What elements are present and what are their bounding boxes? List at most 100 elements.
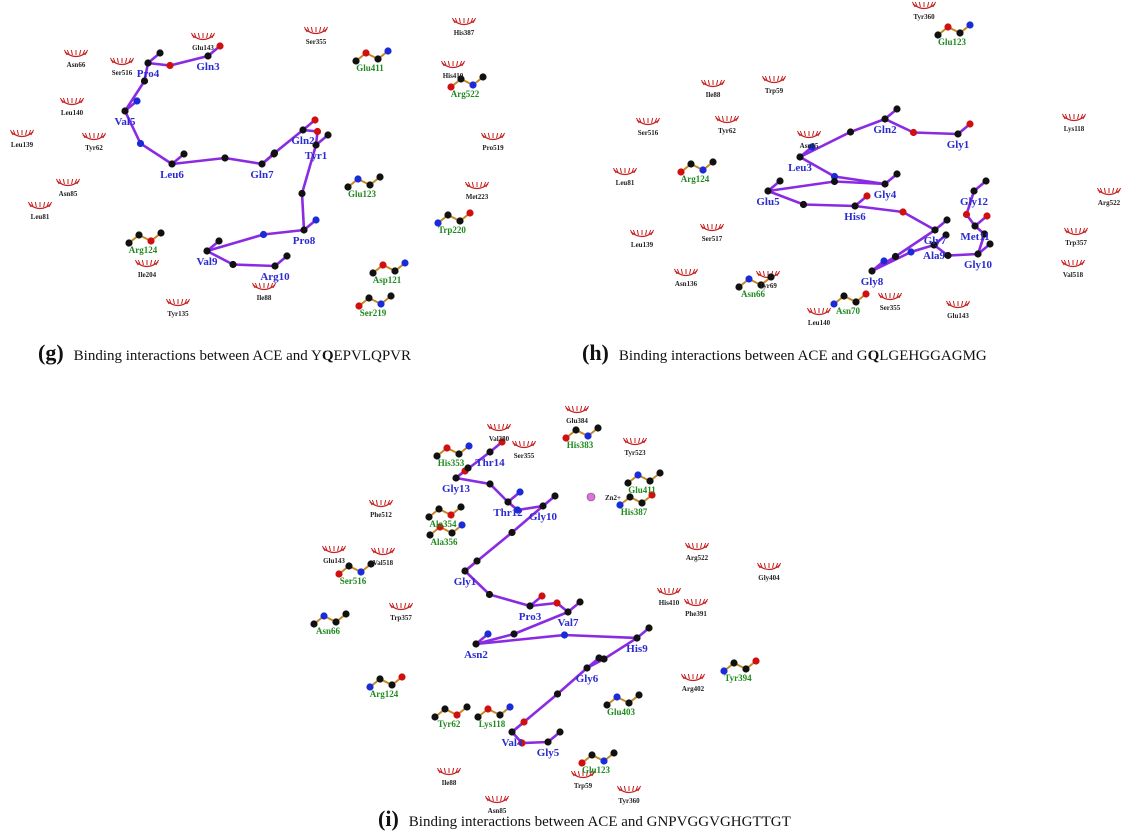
atom <box>538 592 545 599</box>
ligand-residue-label: Gly1 <box>454 576 477 588</box>
hydrophobic-residue-label: His410 <box>659 599 680 607</box>
interacting-residue-label: Asn66 <box>316 626 341 636</box>
hydrophobic-residue-label: Leu139 <box>631 241 654 249</box>
hydrophobic-residue-label: Ser517 <box>702 235 723 243</box>
atom <box>730 659 737 666</box>
panel-label: (i) <box>378 806 399 831</box>
atom <box>444 211 451 218</box>
hydrophobic-residue-label: Trp59 <box>765 87 784 95</box>
ligand-residue-label: Pro4 <box>137 68 160 80</box>
hydrophobic-residue-label: Ser516 <box>112 69 133 77</box>
residue-bond <box>478 707 510 717</box>
hydrophobic-spoke <box>1069 114 1070 119</box>
ligand-residue-label: Asn2 <box>464 649 488 661</box>
atom <box>852 298 859 305</box>
atom <box>473 557 480 564</box>
ligand-residue-label: Tyr1 <box>305 150 327 162</box>
atom <box>441 705 448 712</box>
atom <box>466 209 473 216</box>
ligand-residue-label: His6 <box>844 211 866 223</box>
hydrophobic-spoke <box>1113 188 1114 193</box>
interacting-residue-label: Arg124 <box>681 174 710 184</box>
hydrophobic-spoke <box>928 2 929 7</box>
atom <box>584 432 591 439</box>
atom <box>907 248 914 255</box>
atom <box>168 160 175 167</box>
ligand-residue-label: Gly6 <box>576 673 599 685</box>
atom <box>508 728 515 735</box>
hydrophobic-spoke <box>311 27 312 32</box>
atom <box>312 216 319 223</box>
hydrophobic-residue-label: Asn85 <box>800 142 819 150</box>
atom <box>453 711 460 718</box>
hydrophobic-spoke <box>722 116 723 121</box>
atom <box>486 480 493 487</box>
hydrophobic-residue-label: His410 <box>443 72 464 80</box>
ligand-residue-label: Gln3 <box>196 61 220 73</box>
atom <box>332 618 339 625</box>
atom <box>133 97 140 104</box>
atom <box>283 252 290 259</box>
hydrophobic-spoke <box>620 168 621 173</box>
caption-text: Binding interactions between ACE and GNP… <box>409 814 791 830</box>
atom <box>646 477 653 484</box>
atom <box>388 681 395 688</box>
hydrophobic-residue-label: Leu81 <box>616 179 635 187</box>
hydrophobic-spoke <box>488 133 489 138</box>
ligand-residue-label: Glu5 <box>756 196 780 208</box>
atom <box>594 424 601 431</box>
hydrophobic-spoke <box>673 588 674 593</box>
interacting-residue-label: His383 <box>567 440 594 450</box>
hydrophobic-spoke <box>259 283 260 288</box>
hydrophobic-spoke <box>578 771 579 776</box>
interacting-residue-label: Arg124 <box>370 689 399 699</box>
hydrophobic-spoke <box>701 543 702 548</box>
atom <box>137 140 144 147</box>
atom <box>551 492 558 499</box>
atom <box>345 562 352 569</box>
interacting-residue-label: Asp121 <box>373 275 402 285</box>
atom <box>464 464 471 471</box>
hydrophobic-residue-label: Arg402 <box>682 685 705 693</box>
hydrophobic-spoke <box>697 674 698 679</box>
atom <box>899 208 906 215</box>
ligand-bond <box>768 182 885 192</box>
atom <box>260 231 267 238</box>
atom <box>216 42 223 49</box>
hydrophobic-spoke <box>1077 260 1078 265</box>
hydrophobic-spoke <box>182 299 183 304</box>
atom <box>365 294 372 301</box>
hydrophobic-spoke <box>763 271 764 276</box>
hydrophobic-spoke <box>497 133 498 138</box>
atom <box>576 598 583 605</box>
hydrophobic-spoke <box>1068 260 1069 265</box>
hydrophobic-residue-label: Val518 <box>373 559 394 567</box>
ligand-residue-label: Gly10 <box>529 511 558 523</box>
hydrophobic-spoke <box>572 406 573 411</box>
hydrophobic-spoke <box>338 546 339 551</box>
atom <box>456 217 463 224</box>
atom <box>496 711 503 718</box>
interacting-residue-label: Ala354 <box>430 519 458 529</box>
atom <box>520 718 527 725</box>
residue-bond <box>566 428 598 438</box>
atom <box>610 749 617 756</box>
interacting-residue-label: Glu123 <box>582 765 611 775</box>
hydrophobic-spoke <box>151 260 152 265</box>
atom <box>314 128 321 135</box>
interacting-residue-label: Tyr62 <box>438 719 461 729</box>
atom <box>583 664 590 671</box>
hydrophobic-spoke <box>804 131 805 136</box>
hydrophobic-residue-label: Lys118 <box>1064 125 1085 133</box>
hydrophobic-spoke <box>630 438 631 443</box>
hydrophobic-residue-label: Asn66 <box>67 61 86 69</box>
atom <box>970 187 977 194</box>
hydrophobic-spoke <box>700 599 701 604</box>
ligand-residue-label: Leu6 <box>160 169 184 181</box>
atom <box>401 259 408 266</box>
atom <box>342 610 349 617</box>
hydrophobic-residue-label: Leu140 <box>808 319 831 327</box>
hydrophobic-spoke <box>814 308 815 313</box>
atom <box>892 253 899 260</box>
atom <box>398 673 405 680</box>
